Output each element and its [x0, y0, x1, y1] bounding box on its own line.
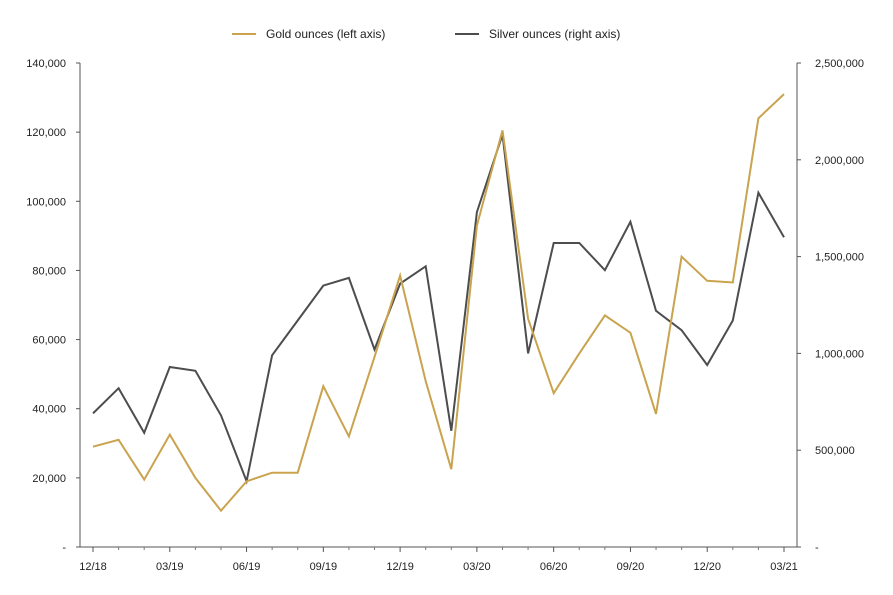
right-tick-label: 1,000,000	[815, 348, 864, 360]
left-tick-label: 140,000	[26, 58, 66, 70]
axes: - 20,000 40,000 60,000 80,000 100,000 120,000 1…	[26, 58, 864, 573]
left-tick-label: 120,000	[26, 127, 66, 139]
x-tick-label: 12/18	[79, 561, 107, 573]
left-tick-label: 100,000	[26, 196, 66, 208]
left-tick-label: 20,000	[32, 473, 66, 485]
left-tick-label: -	[62, 542, 66, 554]
x-tick-label: 09/20	[617, 561, 645, 573]
left-tick-label: 80,000	[32, 265, 66, 277]
x-tick-label: 03/19	[156, 561, 184, 573]
legend-label-gold: Gold ounces (left axis)	[266, 27, 385, 41]
legend: Gold ounces (left axis) Silver ounces (r…	[232, 27, 620, 41]
left-tick-label: 60,000	[32, 335, 66, 347]
gold-series-line	[92, 93, 785, 513]
x-tick-label: 06/19	[233, 561, 261, 573]
x-tick-label: 06/20	[540, 561, 568, 573]
x-tick-label: 03/20	[463, 561, 491, 573]
right-tick-label: 2,000,000	[815, 155, 864, 167]
right-tick-label: 2,500,000	[815, 58, 864, 70]
x-tick-label: 12/19	[386, 561, 414, 573]
right-tick-label: 1,500,000	[815, 252, 864, 264]
x-tick-label: 03/21	[770, 561, 798, 573]
right-tick-label: 500,000	[815, 445, 855, 457]
silver-series-line	[92, 134, 785, 485]
left-tick-label: 40,000	[32, 404, 66, 416]
series-lines	[92, 93, 785, 513]
x-tick-label: 12/20	[693, 561, 721, 573]
legend-label-silver: Silver ounces (right axis)	[489, 27, 620, 41]
x-tick-label: 09/19	[310, 561, 338, 573]
right-tick-label: -	[815, 542, 819, 554]
